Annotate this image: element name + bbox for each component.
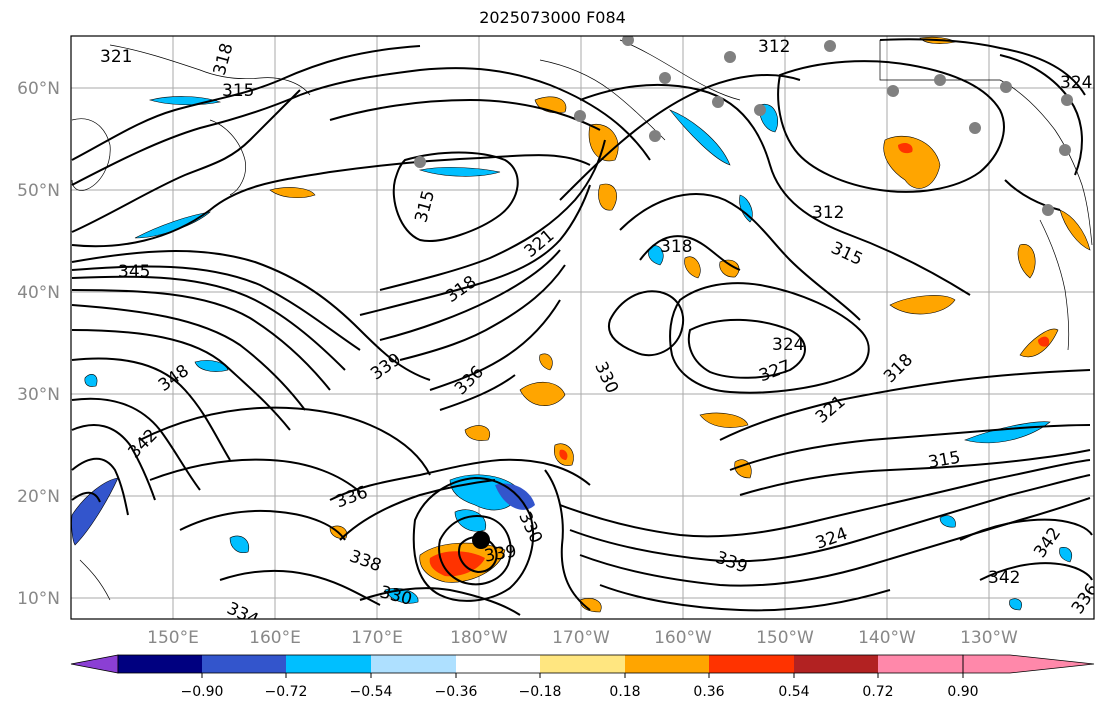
lat-label: 30°N (17, 385, 60, 405)
colorbar-segment (202, 655, 286, 673)
colorbar-segment (709, 655, 794, 673)
lat-label: 60°N (17, 79, 60, 99)
contour-label: 315 (222, 81, 254, 101)
lon-label: 150°E (147, 628, 199, 648)
colorbar-segment (118, 655, 202, 673)
lat-label: 20°N (17, 487, 60, 507)
lon-label: 170°W (552, 628, 610, 648)
colorbar-segment (456, 655, 540, 673)
contour-label: 321 (100, 47, 132, 67)
contour-label: 324 (772, 335, 804, 355)
lat-label: 50°N (17, 181, 60, 201)
map-panel (71, 36, 1094, 619)
lon-label: 160°W (654, 628, 712, 648)
colorbar-tick-label: 0.72 (862, 684, 893, 700)
colorbar-tick-label: −0.54 (350, 684, 393, 700)
contour-label: 312 (758, 37, 790, 57)
colorbar-segment (540, 655, 625, 673)
colorbar-tick-label: −0.36 (435, 684, 478, 700)
contour-label: 312 (812, 203, 844, 223)
map-border (70, 35, 1095, 620)
lon-label: 150°W (756, 628, 814, 648)
latitude-labels: 60°N 50°N 40°N 30°N 20°N 10°N (17, 79, 60, 609)
colorbar-tick-label: 0.36 (693, 684, 724, 700)
lon-label: 140°W (858, 628, 916, 648)
colorbar-tick-label: −0.18 (519, 684, 562, 700)
contour-label: 318 (660, 237, 692, 257)
cyclone-center-marker (472, 531, 490, 549)
colorbar-segment (371, 655, 456, 673)
colorbar-tick-label: −0.72 (265, 684, 308, 700)
lon-label: 180°W (450, 628, 508, 648)
lat-label: 40°N (17, 283, 60, 303)
lon-label: 170°E (351, 628, 403, 648)
colorbar-extend-left (70, 654, 119, 674)
colorbar-segment (794, 655, 878, 673)
station-markers (414, 36, 1073, 216)
lon-label: 160°E (249, 628, 301, 648)
colorbar-extend-right (962, 654, 1095, 674)
contour-lines (71, 38, 1093, 616)
colorbar-segment (878, 655, 963, 673)
colorbar-tick-label: 0.18 (609, 684, 640, 700)
colorbar-tick-label: 0.90 (947, 684, 978, 700)
lon-label: 130°W (960, 628, 1018, 648)
colorbar: −0.90 −0.72 −0.54 −0.36 −0.18 0.18 0.36 … (70, 654, 1095, 700)
longitude-labels: 150°E 160°E 170°E 180°W 170°W 160°W 150°… (147, 628, 1018, 648)
contour-label: 324 (1060, 73, 1092, 93)
contour-label: 342 (988, 568, 1020, 588)
colorbar-tick-label: −0.90 (181, 684, 224, 700)
colorbar-segment (625, 655, 709, 673)
lat-label: 10°N (17, 589, 60, 609)
contour-label: 345 (118, 262, 150, 282)
colorbar-tick-label: 0.54 (778, 684, 809, 700)
colorbar-segment (286, 655, 371, 673)
map-title: 2025073000 F084 (479, 8, 626, 27)
